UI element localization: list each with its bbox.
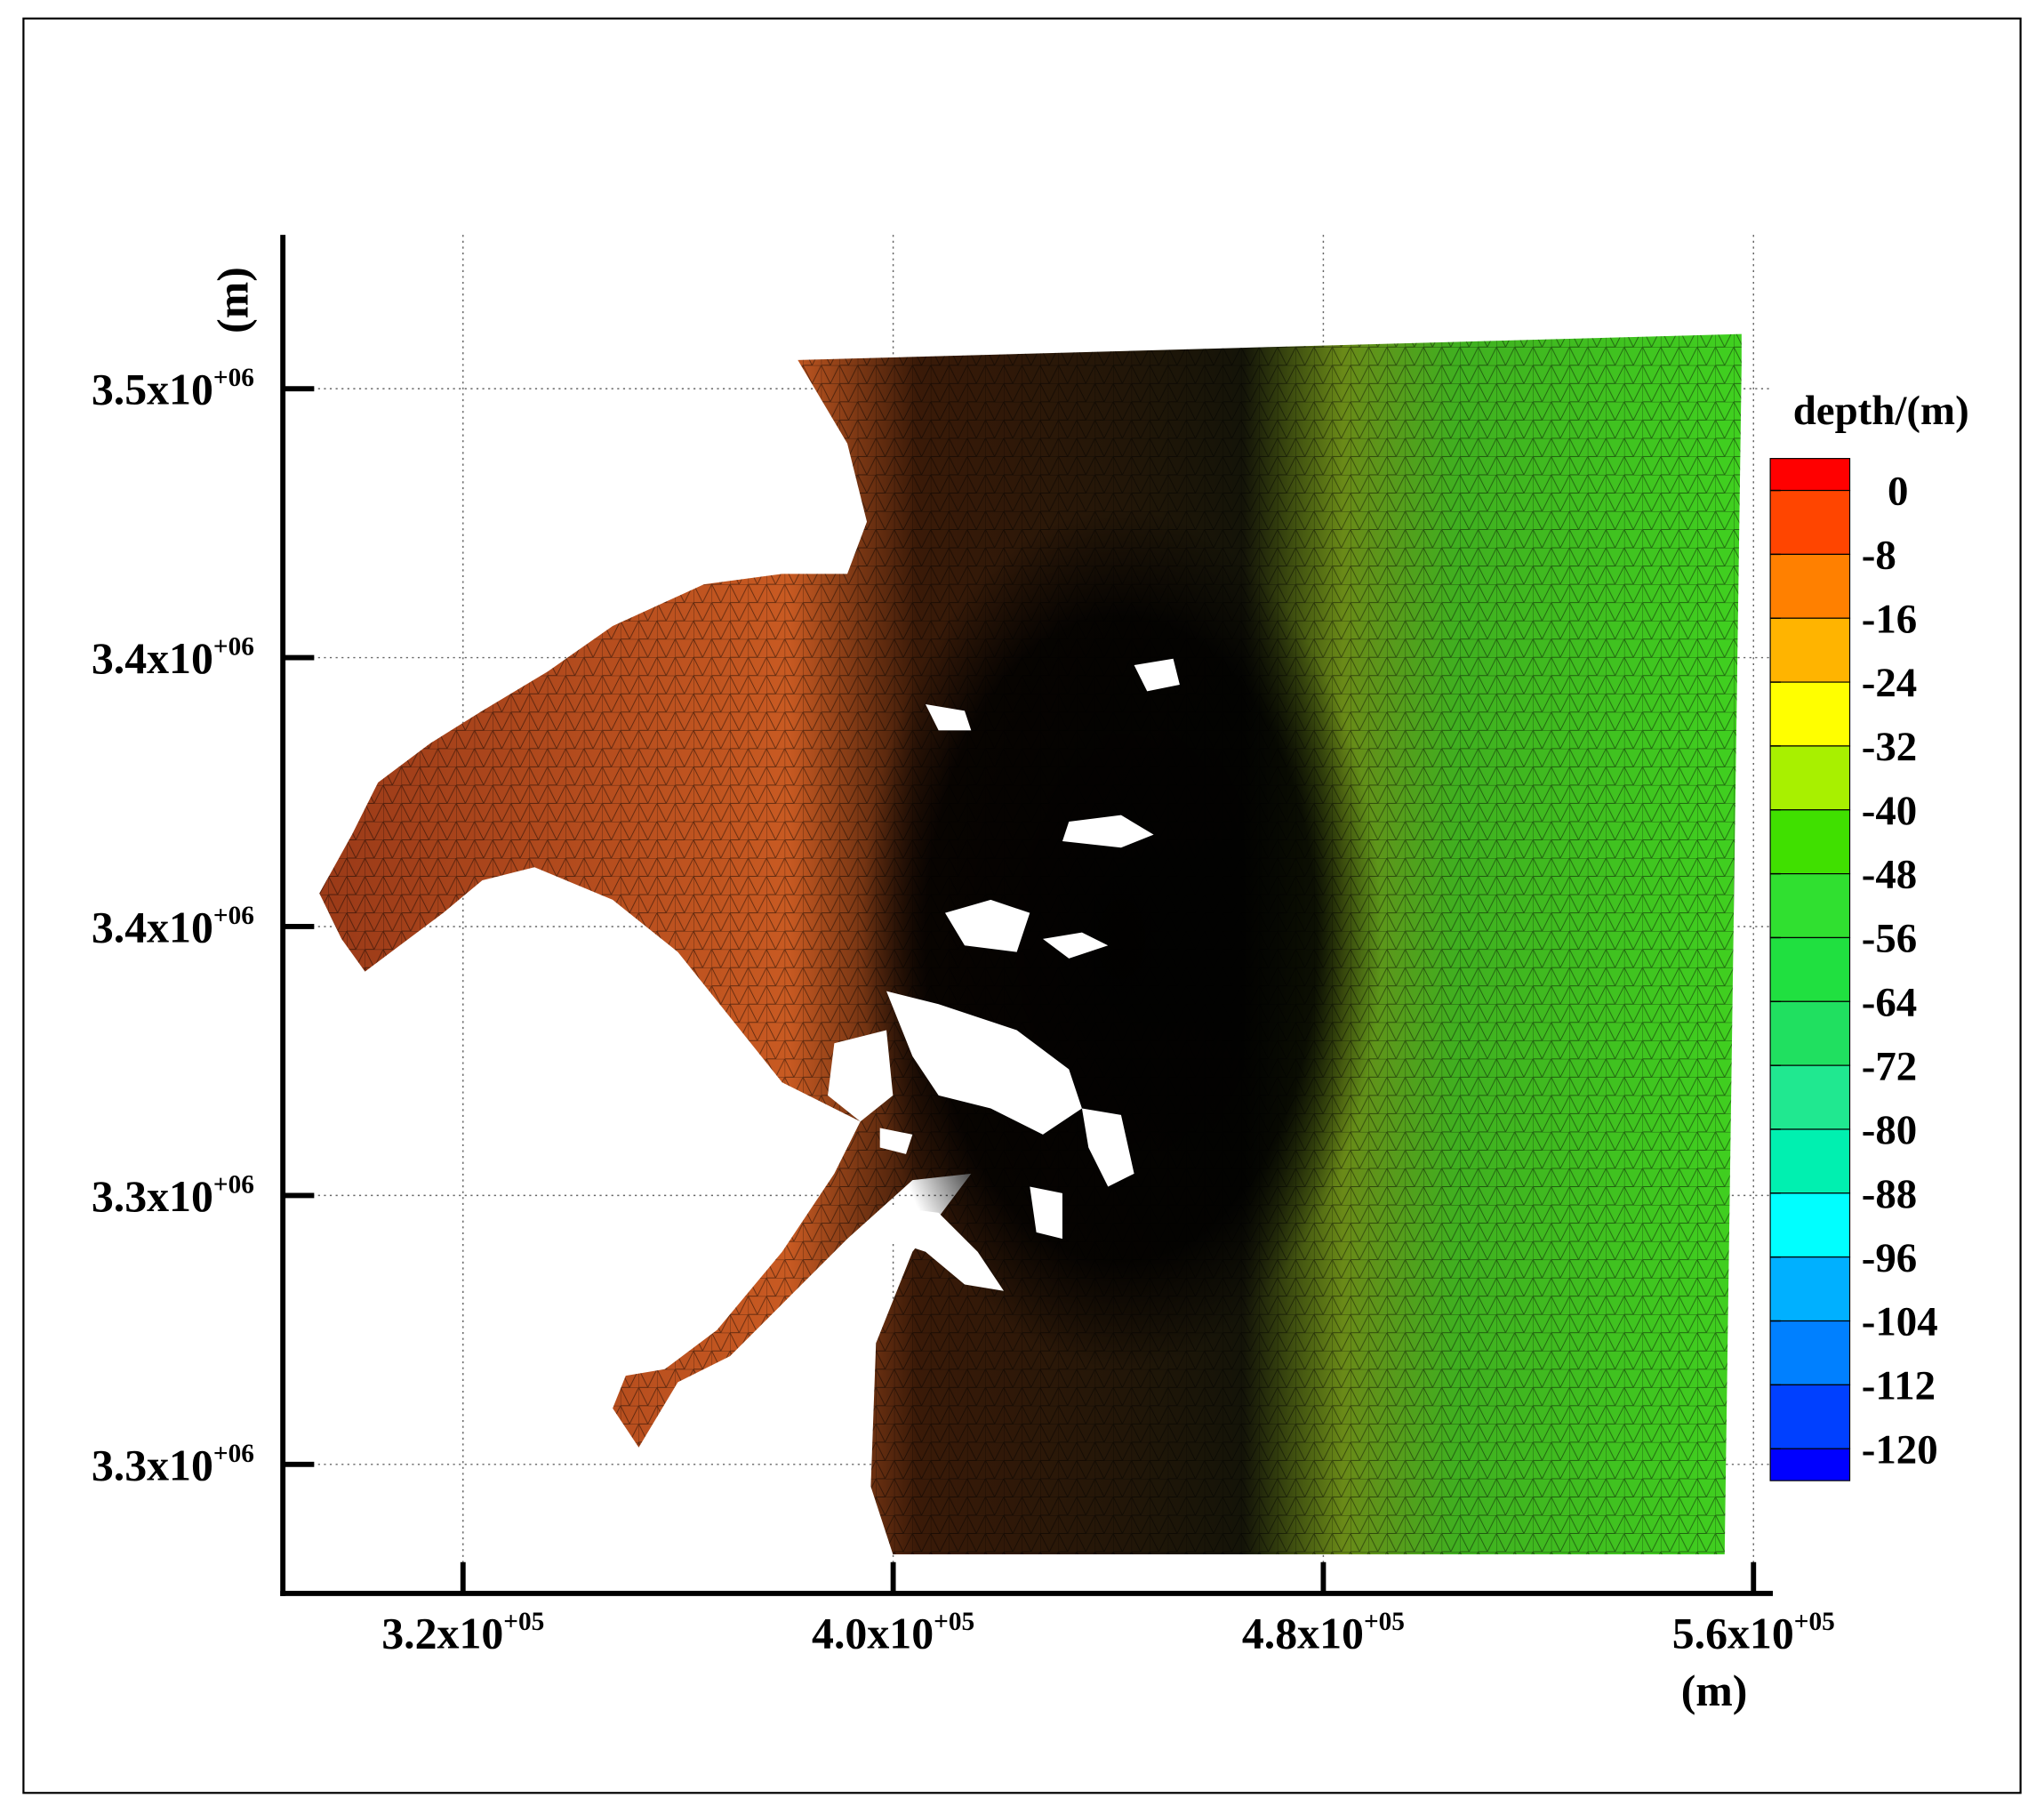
colorbar-band bbox=[1769, 936, 1851, 1002]
tick-mantissa: 3.4x10 bbox=[92, 903, 213, 952]
colorbar-band bbox=[1769, 553, 1851, 619]
colorbar-label: -32 bbox=[1862, 724, 1918, 770]
mesh bbox=[319, 333, 1742, 1554]
colorbar-band bbox=[1769, 1064, 1851, 1130]
frame bbox=[22, 17, 2022, 1794]
tick-mantissa: 3.3x10 bbox=[92, 1172, 213, 1221]
y-axis-label: (m) bbox=[209, 267, 258, 333]
tick-mantissa: 4.8x10 bbox=[1242, 1609, 1364, 1658]
y-tick-label: 3.3x10+06 bbox=[92, 1440, 254, 1490]
colorbar-title: depth/(m) bbox=[1793, 388, 1969, 434]
tick-exponent: +05 bbox=[1794, 1608, 1835, 1636]
colorbar: 0 -8 -16 -24 -32 -40 -48 -56 -64 -72 -80 -88 -96 -104… bbox=[1769, 458, 1938, 1481]
colorbar-band bbox=[1769, 1384, 1851, 1449]
y-tick-label: 3.4x10+06 bbox=[92, 902, 254, 952]
x-axis-label: (m) bbox=[1681, 1666, 1748, 1715]
colorbar-band bbox=[1769, 489, 1851, 555]
colorbar-label: -48 bbox=[1862, 852, 1918, 898]
colorbar-label: -96 bbox=[1862, 1235, 1918, 1281]
y-tick-label: 3.3x10+06 bbox=[92, 1170, 254, 1221]
tick-exponent: +06 bbox=[213, 1170, 254, 1199]
colorbar-band bbox=[1769, 745, 1851, 811]
tick-exponent: +05 bbox=[503, 1608, 544, 1636]
y-tick-label: 3.4x10+06 bbox=[92, 633, 254, 684]
colorbar-band bbox=[1769, 1448, 1851, 1481]
tick-exponent: +05 bbox=[934, 1608, 974, 1636]
x-tick-label: 3.2x10+05 bbox=[381, 1608, 544, 1658]
colorbar-label: -72 bbox=[1862, 1043, 1918, 1089]
colorbar-label: -8 bbox=[1862, 533, 1896, 579]
colorbar-label: -104 bbox=[1862, 1299, 1938, 1345]
colorbar-band bbox=[1769, 809, 1851, 875]
colorbar-label: -16 bbox=[1862, 596, 1918, 642]
colorbar-label: -88 bbox=[1862, 1171, 1918, 1217]
x-tick-label: 4.8x10+05 bbox=[1242, 1608, 1405, 1658]
colorbar-band bbox=[1769, 873, 1851, 939]
tick-mantissa: 3.5x10 bbox=[92, 365, 213, 414]
tick-exponent: +06 bbox=[213, 633, 254, 662]
colorbar-label: -120 bbox=[1862, 1426, 1938, 1473]
colorbar-label: 0 bbox=[1888, 469, 1908, 515]
colorbar-band bbox=[1769, 681, 1851, 747]
colorbar-label: -112 bbox=[1862, 1362, 1936, 1409]
colorbar-band bbox=[1769, 1128, 1851, 1194]
tick-exponent: +06 bbox=[213, 364, 254, 392]
tick-exponent: +05 bbox=[1364, 1608, 1405, 1636]
axes: 3.2x10+05 4.0x10+05 4.8x10+05 5.6x10+053.5x… bbox=[92, 235, 1835, 1658]
colorbar-band bbox=[1769, 1192, 1851, 1258]
mesh-lines bbox=[319, 333, 1742, 1554]
tick-exponent: +06 bbox=[213, 902, 254, 930]
colorbar-label: -64 bbox=[1862, 979, 1918, 1025]
x-tick-label: 5.6x10+05 bbox=[1672, 1608, 1835, 1658]
tick-mantissa: 4.0x10 bbox=[812, 1609, 934, 1658]
colorbar-label: -40 bbox=[1862, 788, 1918, 834]
x-tick-label: 4.0x10+05 bbox=[812, 1608, 974, 1658]
colorbar-label: -56 bbox=[1862, 916, 1918, 962]
islands bbox=[828, 658, 1180, 1291]
y-tick-label: 3.5x10+06 bbox=[92, 364, 254, 414]
colorbar-band bbox=[1769, 617, 1851, 683]
tick-exponent: +06 bbox=[213, 1440, 254, 1468]
tick-mantissa: 3.4x10 bbox=[92, 634, 213, 683]
colorbar-band bbox=[1769, 458, 1851, 492]
colorbar-band bbox=[1769, 1000, 1851, 1066]
tick-mantissa: 5.6x10 bbox=[1672, 1609, 1794, 1658]
colorbar-band bbox=[1769, 1256, 1851, 1322]
tick-mantissa: 3.2x10 bbox=[381, 1609, 503, 1658]
colorbar-band bbox=[1769, 1320, 1851, 1385]
tick-mantissa: 3.3x10 bbox=[92, 1441, 213, 1489]
colorbar-label: -80 bbox=[1862, 1107, 1918, 1153]
colorbar-label: -24 bbox=[1862, 660, 1918, 706]
